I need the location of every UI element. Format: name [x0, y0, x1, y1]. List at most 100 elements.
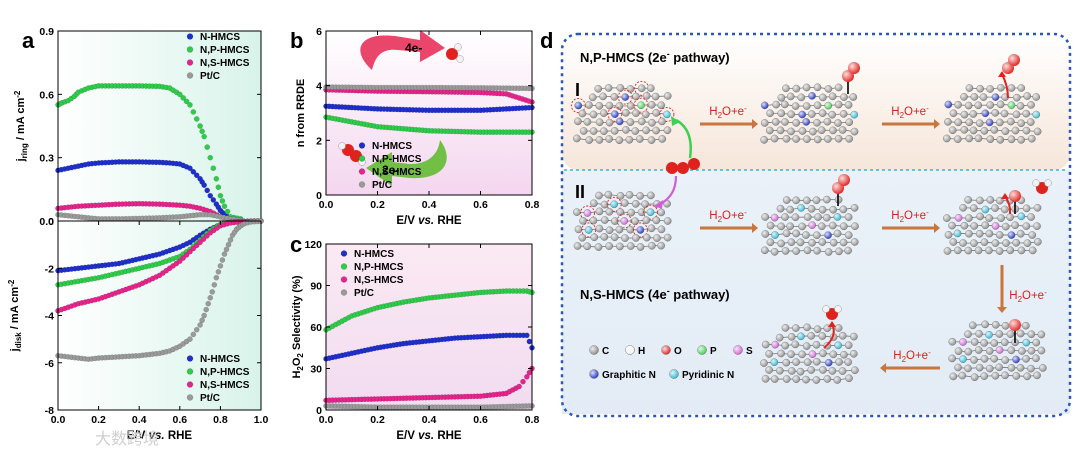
atom-highlight [835, 84, 842, 91]
atom-highlight [813, 376, 820, 383]
atom-highlight [584, 209, 591, 216]
atom-highlight [819, 206, 826, 213]
atom-highlight [734, 346, 743, 355]
atom-highlight [632, 127, 639, 134]
atom-highlight [824, 118, 831, 125]
atom-highlight [590, 217, 597, 224]
atom-highlight [991, 126, 998, 133]
legend-atom-label: Graphitic N [602, 370, 656, 381]
data-point [204, 307, 209, 312]
atom-highlight [771, 375, 778, 382]
legend-marker [359, 156, 365, 162]
atom-highlight [976, 120, 983, 127]
y-label-part: -2 [13, 90, 22, 98]
atom-highlight [1028, 347, 1035, 354]
data-point [208, 295, 213, 300]
atom-highlight [627, 102, 634, 109]
atom-highlight [824, 232, 831, 239]
y-tick-label: 30 [310, 364, 322, 376]
y-label-part: ring [20, 143, 29, 158]
atom-highlight [783, 196, 790, 203]
atom-highlight [787, 128, 794, 135]
atom-highlight [575, 102, 582, 109]
atom-highlight [1002, 128, 1009, 135]
data-point [210, 289, 215, 294]
atom-highlight [600, 110, 607, 117]
atom-highlight [580, 127, 587, 134]
atom-highlight [819, 350, 826, 357]
atom-highlight [823, 196, 830, 203]
atom-highlight [976, 197, 983, 204]
atom-highlight [777, 205, 784, 212]
atom-highlight [643, 92, 650, 99]
atom-highlight [647, 85, 654, 92]
atom-highlight [998, 215, 1005, 222]
atom-highlight [1034, 128, 1041, 135]
x-tick-label: 0.4 [422, 199, 437, 211]
x-axis-label-part: E/V [396, 215, 418, 227]
atom-highlight [808, 92, 815, 99]
atom-highlight [590, 370, 599, 379]
oxygen-atom [666, 162, 678, 174]
atom-highlight [611, 111, 618, 118]
atom-highlight [781, 101, 788, 108]
data-point [225, 209, 230, 214]
atom-highlight [969, 322, 976, 329]
atom-highlight [997, 84, 1004, 91]
atom-highlight [981, 339, 988, 346]
atom-highlight [992, 239, 999, 246]
atom-highlight [1034, 238, 1041, 245]
atom-highlight [611, 93, 618, 100]
atom-highlight [616, 102, 623, 109]
atom-highlight [586, 136, 593, 143]
annotation-4e: 4e- [405, 41, 422, 55]
atom-highlight [596, 119, 603, 126]
y-tick-label: 4 [316, 81, 322, 93]
atom-highlight [1008, 364, 1015, 371]
atom-highlight [782, 324, 789, 331]
atom-highlight [787, 223, 794, 230]
x-tick-label: 0.8 [525, 414, 540, 426]
panel-letter-b: b [290, 28, 303, 53]
data-point [520, 379, 525, 384]
atom-highlight [954, 230, 961, 237]
x-tick-label: 0.2 [370, 414, 385, 426]
atom-highlight [803, 136, 810, 143]
legend-marker [187, 60, 193, 66]
atom-highlight [830, 351, 837, 358]
y-axis-label: jdisk / mA cm-2 [7, 279, 23, 352]
data-point [218, 193, 223, 198]
panel-letter-a: a [22, 28, 35, 53]
legend-marker [359, 143, 365, 149]
atom-highlight [851, 367, 858, 374]
data-point [194, 327, 199, 332]
oxygen-atom [677, 162, 689, 174]
atom-highlight [798, 351, 805, 358]
atom-highlight [658, 226, 665, 233]
label-part: - [926, 104, 929, 113]
atom-highlight [977, 213, 984, 220]
data-point [212, 282, 217, 287]
atom-highlight [1013, 372, 1020, 379]
atom-highlight [975, 135, 982, 142]
atom-highlight [648, 137, 655, 144]
atom-highlight [574, 118, 581, 125]
atom-highlight [642, 111, 649, 118]
legend-label: Pt/C [372, 180, 392, 191]
atom-highlight [616, 243, 623, 250]
legend-marker [341, 264, 347, 270]
hydrogen-atom [1045, 180, 1052, 187]
atom-highlight [845, 101, 852, 108]
atom-highlight [960, 93, 967, 100]
atom-highlight [632, 234, 639, 241]
atom-highlight [944, 247, 951, 254]
atom-highlight [961, 126, 968, 133]
atom-highlight [1034, 204, 1041, 211]
atom-highlight [788, 333, 795, 340]
atom-highlight [584, 118, 591, 125]
atom-highlight [829, 93, 836, 100]
atom-highlight [825, 85, 832, 92]
atom-highlight [975, 346, 982, 353]
label-part: - [928, 348, 931, 357]
panel-letter-c: c [290, 232, 302, 257]
